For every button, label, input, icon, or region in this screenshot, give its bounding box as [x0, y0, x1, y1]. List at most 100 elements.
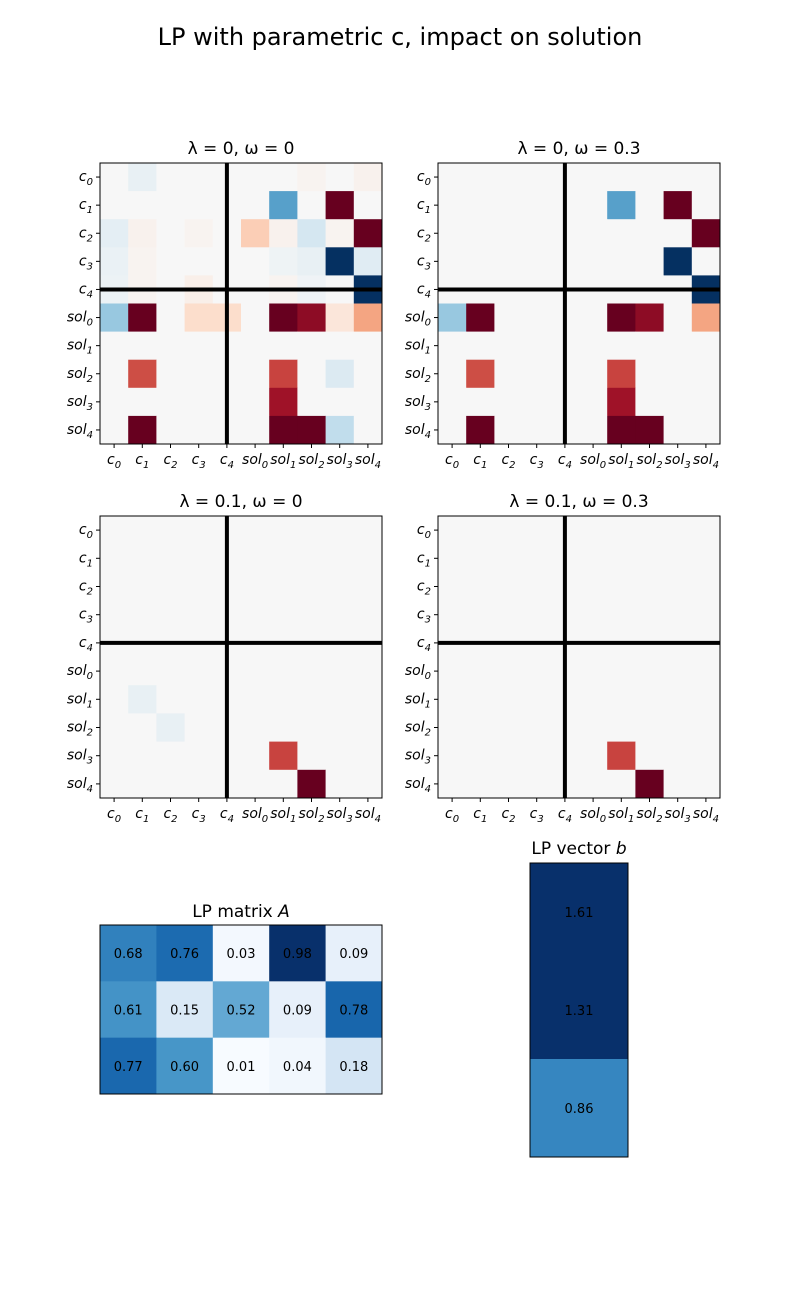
heatmap-cell	[522, 769, 552, 799]
matrix-cell	[212, 981, 270, 1039]
heatmap-cell	[607, 415, 636, 445]
heatmap-cell	[663, 685, 693, 714]
heatmap-cell	[156, 713, 185, 742]
heatmap-cell	[522, 600, 552, 630]
heatmap-cell	[156, 572, 185, 601]
heatmap-cell	[156, 415, 185, 445]
matrix-cell-value: 0.77	[114, 1060, 143, 1075]
y-tick-labels: c0 c1 c2 c3 c4 sol0 sol1 sol2 sol3 sol4	[67, 522, 100, 795]
heatmap-cell	[438, 713, 467, 742]
heatmap-cell	[663, 572, 693, 601]
heatmap-cell	[579, 191, 608, 220]
heatmap-cell	[607, 247, 636, 276]
x-tick-label: sol4	[355, 452, 381, 471]
x-tick-label: c2	[163, 452, 177, 471]
heatmap-cell	[184, 415, 214, 445]
vector-cell-labels: 1.61 1.31 0.86	[565, 906, 594, 1117]
heatmap-cell	[579, 572, 608, 601]
heatmap-cell	[494, 359, 523, 389]
y-tick-label: c1	[79, 550, 93, 569]
x-tick-label: c0	[107, 452, 121, 471]
x-tick-label: sol3	[327, 452, 353, 471]
heatmap-cell	[438, 741, 467, 771]
heatmap-cell	[579, 219, 608, 248]
heatmap-cell	[579, 600, 608, 630]
heatmap-cell	[100, 331, 129, 361]
heatmap-cell	[325, 191, 355, 220]
heatmap-cell	[438, 219, 467, 248]
heatmap-cell	[522, 572, 552, 601]
y-tick-label: c0	[417, 169, 431, 188]
heatmap-cell	[100, 713, 129, 742]
heatmap-cell	[100, 657, 129, 686]
heatmap-cell	[494, 415, 523, 445]
heatmap-cell	[466, 685, 495, 714]
heatmap-cell	[156, 331, 185, 361]
heatmap-cell	[297, 247, 326, 276]
heatmap-cell	[156, 359, 185, 389]
heatmap-cell	[184, 219, 214, 248]
heatmap-cell	[663, 769, 693, 799]
heatmap-cell	[494, 741, 523, 771]
heatmap-cell	[607, 657, 636, 686]
heatmap-cell	[241, 247, 270, 276]
heatmap-cell	[156, 741, 185, 771]
heatmap-cell	[184, 387, 214, 417]
matrix-cell-value: 0.03	[227, 947, 256, 962]
heatmap-cell	[297, 359, 326, 389]
heatmap-cell	[325, 303, 355, 332]
heatmap-cell	[691, 303, 721, 332]
y-tick-label: c1	[79, 197, 93, 216]
heatmap-cell	[353, 516, 383, 545]
heatmap-cell	[663, 219, 693, 248]
heatmap-cell	[184, 191, 214, 220]
heatmap-cell	[691, 544, 721, 573]
block-dividers	[438, 163, 720, 444]
matrix-cell	[156, 925, 214, 982]
heatmap-cell	[156, 163, 185, 192]
heatmap-cell	[184, 600, 214, 630]
matrix-cell-value: 0.15	[170, 1004, 199, 1019]
heatmap-cell	[128, 713, 157, 742]
heatmap-cell	[269, 415, 298, 445]
x-tick-label: c2	[501, 452, 515, 471]
x-tick-label: sol2	[298, 452, 324, 471]
heatmap-cell	[466, 387, 495, 417]
matrix-cell-value: 0.09	[283, 1004, 312, 1019]
heatmap-cell	[579, 331, 608, 361]
heatmap-cell	[241, 713, 270, 742]
heatmap-cell	[522, 685, 552, 714]
heatmap-cell	[325, 359, 355, 389]
matrix-cell-value: 0.52	[227, 1004, 256, 1019]
heatmap-cell	[297, 516, 326, 545]
heatmap-cell	[269, 359, 298, 389]
heatmap-cell	[691, 741, 721, 771]
heatmap-cell	[691, 415, 721, 445]
heatmap-cell	[691, 600, 721, 630]
heatmap-cell	[438, 359, 467, 389]
matrix-cell	[100, 981, 157, 1039]
x-tick-label: c1	[135, 806, 149, 825]
x-tick-label: sol4	[693, 806, 719, 825]
heatmap-cell	[128, 516, 157, 545]
heatmap-cell	[128, 331, 157, 361]
heatmap-cell	[579, 769, 608, 799]
heatmap-cell	[466, 769, 495, 799]
y-tick-label: c4	[417, 281, 431, 300]
heatmap-cell	[156, 303, 185, 332]
heatmap-cell	[353, 685, 383, 714]
x-tick-label: sol0	[580, 806, 606, 825]
y-tick-label: c0	[417, 522, 431, 541]
heatmap-cell	[100, 359, 129, 389]
y-tick-label: sol4	[67, 776, 93, 795]
heatmap-cell	[325, 516, 355, 545]
heatmap-cell	[353, 191, 383, 220]
heatmap-cell	[607, 572, 636, 601]
heatmap-cell	[325, 600, 355, 630]
x-tick-label: c4	[220, 806, 234, 825]
heatmap-cell	[269, 769, 298, 799]
y-tick-label: c3	[417, 253, 431, 272]
heatmap-cell	[466, 415, 495, 445]
y-tick-label: sol2	[405, 720, 431, 739]
heatmap-cell	[128, 163, 157, 192]
